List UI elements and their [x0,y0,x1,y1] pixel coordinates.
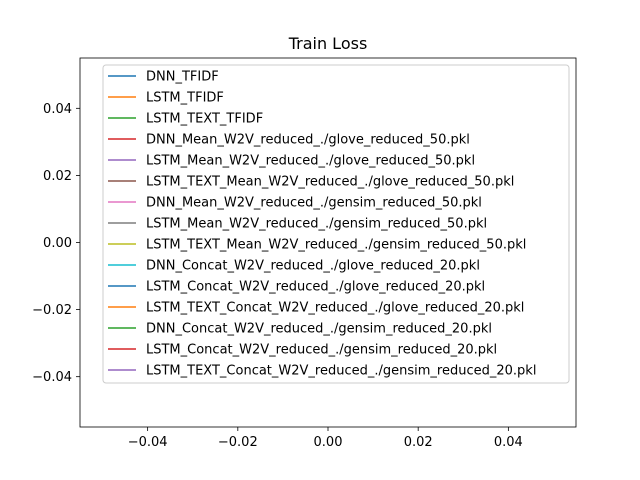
legend-label: DNN_Concat_W2V_reduced_./glove_reduced_2… [146,259,480,274]
legend-entry: LSTM_Concat_W2V_reduced_./glove_reduced_… [108,280,485,295]
x-tick-label: 0.04 [494,435,523,450]
legend-label: LSTM_Mean_W2V_reduced_./glove_reduced_50… [146,154,475,169]
legend-entry: LSTM_Mean_W2V_reduced_./glove_reduced_50… [108,154,475,169]
y-axis: 0.04 0.02 0.00 −0.02 −0.04 [32,102,80,385]
legend-entry: DNN_Concat_W2V_reduced_./gensim_reduced_… [108,322,492,337]
legend-entry: DNN_Concat_W2V_reduced_./glove_reduced_2… [108,259,480,274]
legend-entry: LSTM_TFIDF [108,91,224,106]
legend-label: LSTM_TFIDF [146,91,224,106]
x-tick-label: −0.04 [128,435,168,450]
y-tick-label: 0.00 [43,236,72,251]
y-tick-label: 0.04 [43,102,72,117]
chart-title: Train Loss [288,34,368,53]
legend-label: LSTM_TEXT_TFIDF [146,112,263,127]
legend-entry: LSTM_Concat_W2V_reduced_./gensim_reduced… [108,343,497,358]
legend-entry: LSTM_TEXT_Mean_W2V_reduced_./glove_reduc… [108,175,514,190]
legend: DNN_TFIDF LSTM_TFIDF LSTM_TEXT_TFIDF DNN_Me… [102,64,570,384]
legend-label: LSTM_Concat_W2V_reduced_./gensim_reduced… [146,343,497,358]
legend-entry: DNN_Mean_W2V_reduced_./glove_reduced_50.… [108,133,470,148]
legend-label: LSTM_TEXT_Concat_W2V_reduced_./gensim_re… [146,364,536,379]
y-tick-label: −0.02 [32,303,72,318]
legend-label: DNN_Concat_W2V_reduced_./gensim_reduced_… [146,322,492,337]
y-tick-label: 0.02 [43,169,72,184]
x-tick-label: 0.02 [404,435,433,450]
legend-label: LSTM_TEXT_Concat_W2V_reduced_./glove_red… [146,301,524,316]
legend-label: DNN_Mean_W2V_reduced_./gensim_reduced_50… [146,196,482,211]
x-tick-label: −0.02 [218,435,258,450]
x-tick-label: 0.00 [314,435,343,450]
y-tick-label: −0.04 [32,370,72,385]
legend-label: DNN_TFIDF [146,70,219,85]
legend-entry: LSTM_Mean_W2V_reduced_./gensim_reduced_5… [108,217,487,232]
legend-entry: DNN_Mean_W2V_reduced_./gensim_reduced_50… [108,196,482,211]
x-axis: −0.04 −0.02 0.00 0.02 0.04 [128,427,523,450]
legend-entry: LSTM_TEXT_Concat_W2V_reduced_./gensim_re… [108,364,536,379]
legend-frame [102,64,570,384]
legend-entry: LSTM_TEXT_Mean_W2V_reduced_./gensim_redu… [108,238,526,253]
legend-entry: LSTM_TEXT_Concat_W2V_reduced_./glove_red… [108,301,524,316]
legend-label: LSTM_TEXT_Mean_W2V_reduced_./gensim_redu… [146,238,526,253]
legend-label: DNN_Mean_W2V_reduced_./glove_reduced_50.… [146,133,470,148]
legend-entry: DNN_TFIDF [108,70,219,85]
legend-label: LSTM_Mean_W2V_reduced_./gensim_reduced_5… [146,217,487,232]
legend-entry: LSTM_TEXT_TFIDF [108,112,263,127]
legend-label: LSTM_Concat_W2V_reduced_./glove_reduced_… [146,280,485,295]
legend-label: LSTM_TEXT_Mean_W2V_reduced_./glove_reduc… [146,175,514,190]
